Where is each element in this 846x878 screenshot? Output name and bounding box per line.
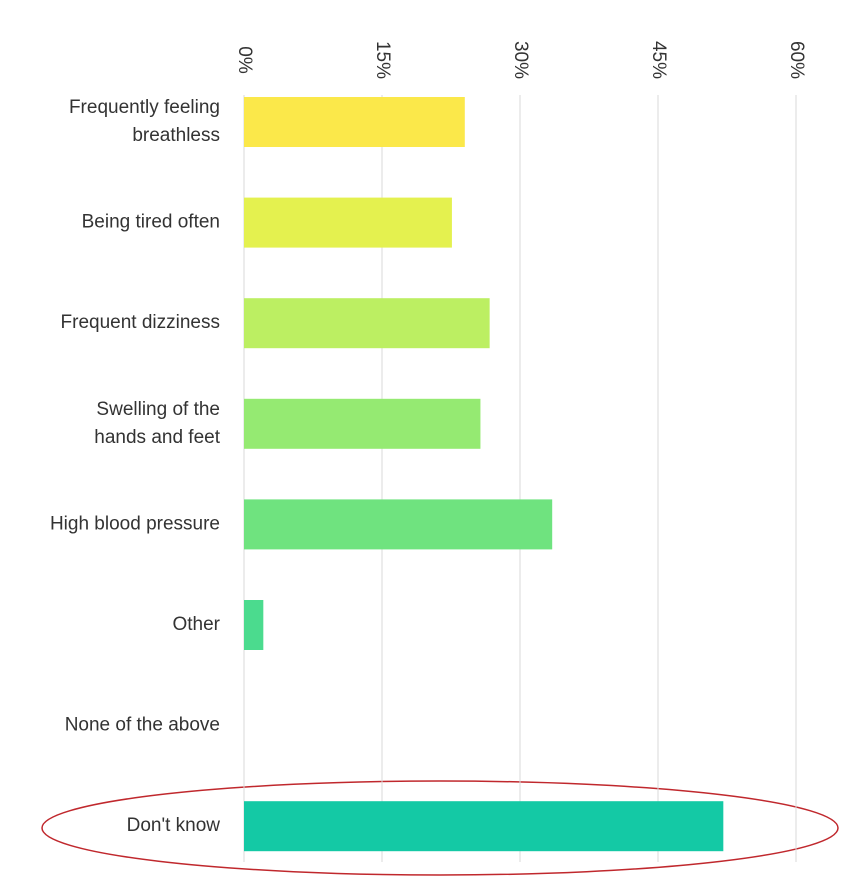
bar: [244, 499, 553, 550]
y-tick-label: Don't know: [127, 815, 221, 836]
y-tick-label: Being tired often: [82, 212, 220, 233]
y-tick-label: Frequent dizziness: [61, 312, 220, 333]
y-tick-label: Frequently feeling: [69, 97, 220, 118]
x-tick-label: 45%: [648, 41, 669, 79]
y-tick-label: hands and feet: [94, 427, 220, 448]
y-tick-label: breathless: [132, 125, 220, 146]
y-tick-label: Swelling of the: [96, 399, 220, 420]
y-tick-label: None of the above: [65, 715, 220, 736]
x-tick-label: 15%: [372, 41, 393, 79]
bar: [244, 298, 490, 349]
bar: [244, 801, 724, 852]
x-tick-label: 0%: [234, 46, 255, 74]
bar: [244, 197, 452, 248]
y-tick-label: Other: [172, 614, 220, 635]
highlight-ellipse: [41, 780, 839, 876]
bar: [244, 97, 465, 147]
y-tick-label: High blood pressure: [50, 513, 220, 534]
bar: [244, 398, 481, 449]
x-tick-label: 60%: [786, 41, 807, 79]
x-tick-label: 30%: [510, 41, 531, 79]
bar: [244, 600, 264, 650]
